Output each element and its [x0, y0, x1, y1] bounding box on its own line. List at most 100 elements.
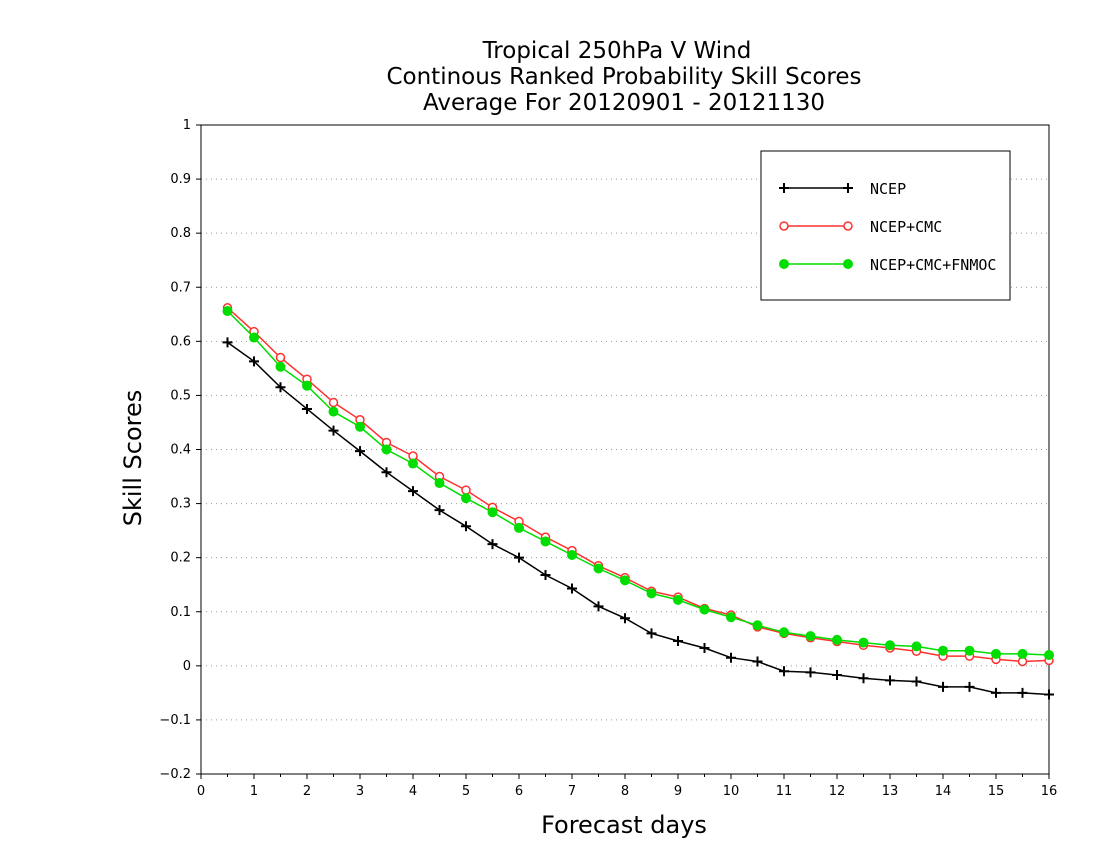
data-point: [222, 306, 233, 317]
data-point: [275, 382, 286, 393]
data-point: [779, 627, 789, 638]
data-point: [843, 259, 853, 269]
y-tick-label: 0: [183, 659, 191, 674]
data-point: [593, 563, 604, 574]
data-point: [843, 221, 853, 231]
y-tick-label: −0.2: [159, 767, 191, 782]
x-tick-label: 11: [776, 784, 793, 799]
series-line: [226, 310, 1050, 656]
x-tick-label: 4: [409, 784, 417, 799]
data-point: [249, 356, 259, 367]
legend-entry: NCEP+CMC+FNMOC: [779, 256, 996, 274]
data-point: [938, 681, 948, 692]
series-ncep-cmc: [222, 303, 1054, 667]
data-point: [1017, 687, 1028, 698]
legend-label: NCEP+CMC: [870, 218, 942, 236]
y-tick-label: 0.4: [170, 443, 191, 458]
data-point: [593, 601, 604, 612]
data-point: [408, 486, 418, 497]
y-tick-label: 0.5: [170, 388, 191, 403]
data-point: [328, 397, 339, 408]
data-point: [964, 645, 975, 656]
data-point: [355, 421, 365, 432]
data-point: [302, 403, 312, 414]
data-point: [673, 635, 683, 646]
data-point: [991, 687, 1001, 698]
data-point: [487, 507, 498, 518]
data-point: [991, 648, 1001, 659]
series-line: [227, 341, 1050, 696]
legend-label: NCEP: [870, 180, 906, 198]
series-ncep: [222, 337, 1054, 700]
data-point: [805, 667, 816, 678]
x-tick-label: 10: [723, 784, 740, 799]
data-point: [779, 259, 789, 269]
x-tick-label: 8: [621, 784, 629, 799]
data-point: [461, 493, 471, 504]
data-point: [673, 594, 683, 605]
x-tick-label: 6: [515, 784, 523, 799]
data-point: [540, 536, 551, 547]
data-point: [567, 549, 577, 560]
title-line-2: Continous Ranked Probability Skill Score…: [386, 64, 861, 90]
data-point: [487, 539, 498, 550]
data-point: [514, 552, 524, 563]
data-point: [752, 620, 763, 631]
plot-area-frame: [200, 124, 1050, 775]
data-point: [885, 675, 895, 686]
data-point: [408, 458, 418, 469]
data-point: [461, 521, 471, 532]
data-point: [222, 337, 233, 348]
x-tick-label: 1: [250, 784, 258, 799]
data-point: [911, 641, 922, 652]
data-point: [620, 575, 630, 586]
data-point: [699, 642, 710, 653]
x-tick-label: 5: [462, 784, 470, 799]
chart-title: Tropical 250hPa V Wind Continous Ranked …: [386, 38, 861, 116]
y-tick-label: 0.6: [170, 334, 191, 349]
y-tick-label: 0.2: [170, 551, 191, 566]
y-axis-ticks: −0.2 −0.1 0 0.1 0.2 0.3 0.4 0.5 0.6 0.7 0.8 0.9 1: [159, 118, 201, 782]
data-point: [843, 183, 853, 193]
title-line-3: Average For 20120901 - 20121130: [423, 90, 825, 116]
title-line-1: Tropical 250hPa V Wind: [482, 38, 752, 64]
y-tick-label: 0.3: [170, 497, 191, 512]
x-axis-ticks: 0 1 2 3 4 5 6 7 8 9 10 11 12 13 14 15 16: [197, 774, 1057, 799]
x-tick-label: 0: [197, 784, 205, 799]
data-point: [620, 613, 630, 624]
data-point: [779, 666, 789, 677]
data-point: [540, 569, 551, 580]
data-point: [646, 588, 657, 599]
data-point: [964, 681, 975, 692]
data-point: [885, 640, 895, 651]
data-point: [275, 352, 286, 363]
data-point: [381, 467, 392, 478]
data-point: [646, 628, 657, 639]
y-tick-label: 1: [183, 118, 191, 133]
data-point: [779, 183, 789, 193]
data-point: [911, 676, 922, 687]
series-ncep-cmc-fnmoc: [222, 306, 1054, 661]
data-point: [567, 583, 577, 594]
y-tick-label: 0.1: [170, 605, 191, 620]
legend-entry: NCEP: [779, 180, 906, 198]
x-tick-label: 15: [988, 784, 1005, 799]
x-axis-label: Forecast days: [541, 811, 707, 839]
data-point: [805, 631, 816, 642]
series-layer: [222, 303, 1054, 700]
data-point: [832, 670, 842, 681]
x-tick-label: 7: [568, 784, 576, 799]
x-tick-label: 16: [1041, 784, 1058, 799]
data-point: [1044, 650, 1054, 661]
data-point: [726, 612, 736, 623]
x-tick-label: 3: [356, 784, 364, 799]
data-point: [381, 444, 392, 455]
y-tick-label: 0.7: [170, 280, 191, 295]
data-point: [1044, 689, 1054, 700]
data-point: [355, 446, 365, 457]
data-point: [328, 425, 339, 436]
y-tick-label: 0.8: [170, 226, 191, 241]
data-point: [328, 406, 339, 417]
data-point: [938, 645, 948, 656]
